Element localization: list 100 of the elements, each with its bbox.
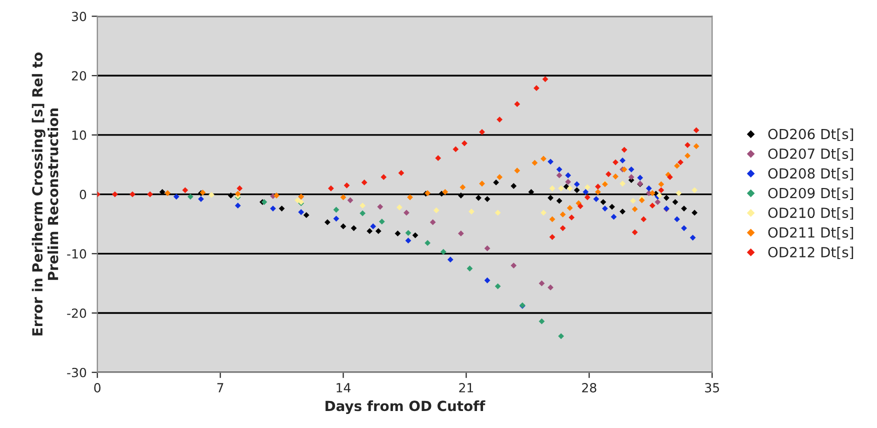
point [609,204,615,210]
point [494,283,501,290]
point [558,185,564,192]
point [540,156,546,162]
point [496,174,503,180]
point [606,171,612,178]
point [560,212,566,218]
point [620,208,626,214]
point [628,174,634,180]
point [112,191,118,198]
point [458,230,464,236]
x-tick-label: 21 [459,382,474,392]
point [484,277,490,284]
point [270,206,276,212]
point [234,202,241,209]
x-tick-label: 0 [94,382,100,392]
point [558,333,564,340]
legend-label: OD207 Dt[s] [768,148,854,161]
y-tick-label: 10 [72,130,86,140]
point [563,184,570,190]
point [452,146,459,152]
point [593,196,600,202]
point [584,194,590,200]
point [584,184,590,190]
point [466,266,473,272]
point [632,229,638,236]
point [405,230,412,236]
y-tick-label: -20 [67,308,86,318]
point [514,168,520,174]
point [344,182,350,188]
point [658,181,664,188]
point [565,178,572,185]
point [612,159,618,166]
point [484,245,490,252]
point [360,210,366,216]
point [187,194,194,200]
point [556,166,562,172]
x-tick-label: 14 [336,383,351,392]
point [510,262,517,268]
point [333,216,340,222]
point [549,234,556,240]
y-tick-label: 30 [72,12,86,22]
point [595,184,601,190]
y-tick-label: -10 [67,249,86,259]
point [460,184,466,190]
point [621,146,628,153]
point [556,198,562,204]
x-axis-title: Days from OD Cutoff [326,400,486,414]
point [560,225,566,232]
point [278,206,285,212]
point [658,187,664,194]
point [566,185,573,192]
point [538,318,545,324]
point [458,192,464,198]
point [398,170,404,176]
point [568,214,575,220]
y-tick-label: 20 [72,71,86,81]
point [672,199,678,205]
point [430,219,436,226]
point [681,206,687,212]
point [532,160,538,166]
point [476,194,482,201]
point [164,190,171,196]
point [435,155,442,162]
point [424,240,431,246]
point [534,85,540,92]
point [602,206,608,212]
y-tick-label: -30 [67,368,86,378]
point [378,218,385,225]
point [693,143,700,150]
point [375,228,382,234]
point [600,199,606,205]
point [298,209,304,216]
point [646,185,652,192]
point [654,199,661,205]
point [324,219,330,226]
point [620,158,626,164]
point [565,172,572,178]
point [236,185,243,192]
point [548,194,554,201]
point [462,140,468,146]
point [294,197,301,204]
point [147,191,153,198]
legend-label: OD211 Dt[s] [768,226,854,240]
point [610,214,617,220]
point [394,230,401,236]
point [693,127,700,134]
point [377,204,384,210]
point [637,174,644,181]
point [380,174,387,180]
point [234,190,241,197]
x-tick-label: 7 [217,383,224,392]
point [340,223,346,230]
legend-label: OD212 Dt[s] [768,246,854,260]
point [692,187,698,194]
point [433,207,440,214]
point [582,188,589,195]
point [640,216,647,222]
point [674,162,680,169]
point [574,181,580,188]
